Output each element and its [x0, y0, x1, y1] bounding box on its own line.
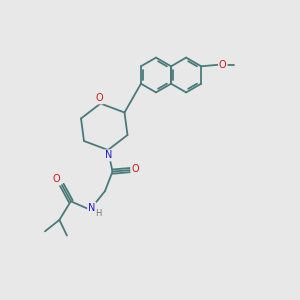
Text: N: N	[105, 150, 112, 161]
Text: N: N	[88, 203, 95, 213]
Text: O: O	[95, 93, 103, 103]
Text: O: O	[53, 174, 61, 184]
Text: H: H	[95, 209, 102, 218]
Text: O: O	[131, 164, 139, 175]
Text: O: O	[219, 60, 226, 70]
